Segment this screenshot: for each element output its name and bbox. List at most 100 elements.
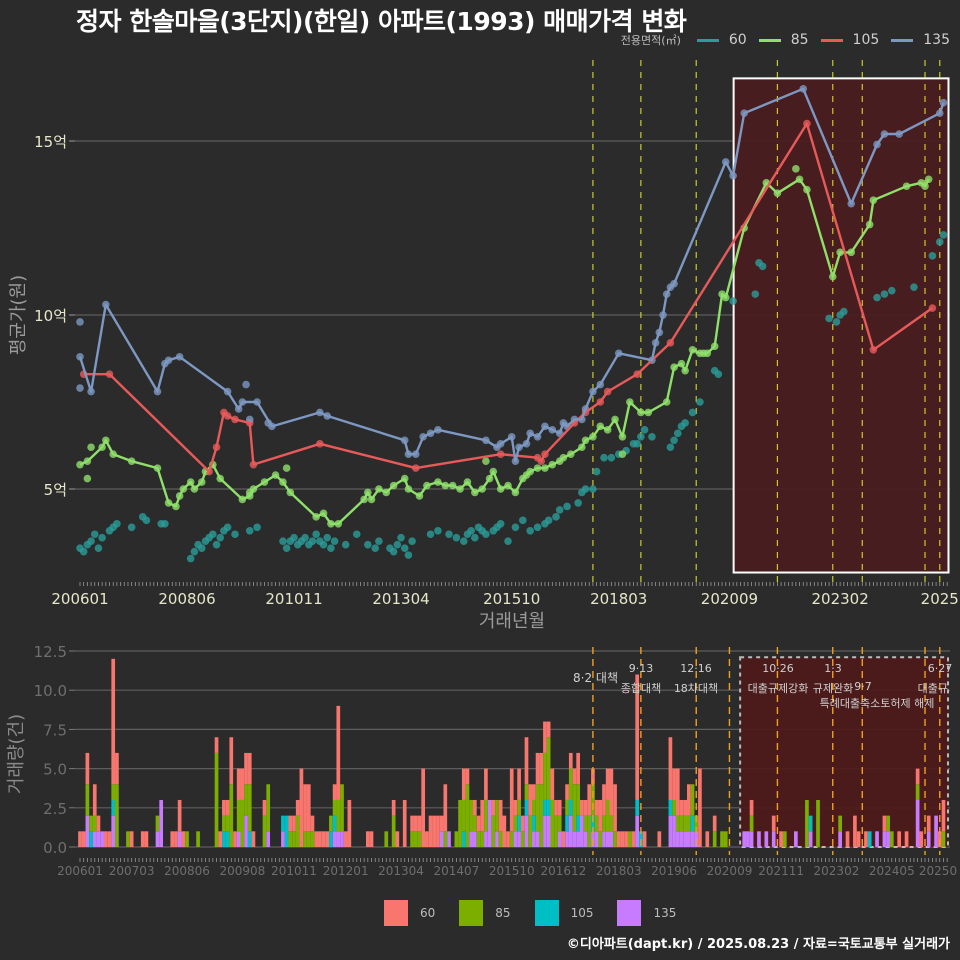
- volume-bar-60: [85, 752, 90, 785]
- volume-bar-60: [144, 831, 149, 847]
- data-point-60: [840, 307, 848, 316]
- volume-bar-85: [886, 815, 890, 832]
- data-point-60: [633, 439, 641, 448]
- volume-bar-85: [524, 784, 529, 800]
- data-point-60: [511, 523, 520, 532]
- annotation-label: 특례대출축소토허제 해제: [820, 696, 935, 710]
- data-point-60: [459, 537, 468, 545]
- volume-bar-85: [583, 815, 588, 832]
- legend-box-135: [617, 900, 642, 926]
- volume-bar-60: [598, 799, 603, 832]
- volume-bar-135: [524, 815, 529, 847]
- data-point-60: [223, 523, 232, 532]
- data-point-60: [648, 433, 656, 441]
- volume-bar-85: [229, 784, 234, 847]
- volume-bar-60: [461, 768, 466, 800]
- volume-bar-135: [602, 831, 606, 847]
- volume-bar-60: [528, 784, 533, 816]
- volume-bar-135: [495, 831, 499, 847]
- volume-bar-135: [487, 799, 492, 847]
- volume-bar-60: [845, 831, 850, 847]
- legend-box-60: [384, 900, 408, 926]
- volume-bar-105: [565, 815, 569, 832]
- volume-bar-105: [591, 815, 595, 832]
- volume-bar-85: [565, 799, 569, 816]
- chart-title: 정자 한솔마을(3단지)(한일) 아파트(1993) 매매가격 변화: [76, 7, 687, 36]
- data-point-60: [364, 540, 372, 549]
- data-point-60: [873, 293, 881, 302]
- data-point-135: [76, 352, 84, 361]
- volume-bar-85: [712, 831, 717, 847]
- volume-bar-60: [476, 815, 481, 832]
- volume-bar-135: [332, 831, 337, 847]
- data-point-60: [142, 516, 151, 525]
- volume-bar-60: [115, 752, 119, 785]
- volume-bar-60: [425, 831, 429, 847]
- data-point-60: [209, 530, 217, 539]
- data-point-85: [87, 443, 95, 452]
- volume-bar-60: [288, 815, 293, 832]
- legend-swatch-85: [758, 38, 781, 42]
- volume-bar-60: [177, 799, 182, 832]
- volume-bar-60: [484, 768, 488, 800]
- volume-bar-60: [436, 815, 440, 847]
- volume-bar-105: [690, 815, 695, 832]
- volume-bar-60: [609, 768, 614, 816]
- volume-bar-105: [517, 815, 521, 832]
- volume-bar-60: [864, 831, 868, 847]
- volume-bar-60: [602, 784, 606, 816]
- volume-bar-60: [443, 784, 448, 832]
- data-point-85: [618, 450, 627, 459]
- volume-bar-85: [838, 815, 842, 832]
- source-footer: ©디아파트(dapt.kr) / 2025.08.23 / 자료=국토교통부 실…: [566, 937, 950, 952]
- annotation-label: 대출규: [918, 682, 948, 695]
- volume-bar-85: [306, 831, 311, 847]
- main-y-tick-label: 15억: [34, 133, 67, 151]
- legend-bottom-label-85: 85: [495, 906, 511, 920]
- volume-bar-135: [439, 831, 444, 847]
- volume-bar-135: [679, 831, 684, 847]
- volume-bar-85: [295, 815, 300, 847]
- data-point-85: [482, 457, 490, 465]
- data-point-60: [279, 537, 287, 545]
- volume-bar-60: [513, 799, 518, 816]
- data-point-60: [445, 530, 453, 539]
- volume-bar-60: [904, 831, 909, 847]
- volume-bar-85: [576, 784, 580, 816]
- data-point-85: [83, 474, 92, 483]
- data-point-60: [758, 262, 767, 271]
- volume-bar-60: [318, 831, 322, 847]
- main-x-tick-label: 202009: [701, 590, 758, 608]
- volume-bar-85: [683, 815, 688, 832]
- volume-bar-85: [262, 815, 267, 847]
- volume-bar-135: [771, 831, 776, 847]
- volume-bar-60: [299, 768, 304, 847]
- volume-bar-105: [461, 831, 466, 847]
- volume-bar-60: [524, 737, 529, 785]
- data-point-60: [94, 544, 103, 552]
- data-point-60: [939, 231, 948, 239]
- volume-bar-85: [520, 831, 525, 847]
- data-point-60: [696, 398, 704, 406]
- data-point-85: [282, 464, 291, 472]
- volume-bar-60: [310, 815, 315, 832]
- volume-bar-85: [546, 737, 551, 800]
- data-point-60: [245, 526, 254, 535]
- volume-bar-60: [92, 784, 97, 816]
- volume-bar-60: [314, 831, 319, 847]
- volume-bar-135: [764, 831, 769, 847]
- volume-bar-85: [214, 752, 219, 847]
- data-point-60: [323, 533, 332, 542]
- volume-bar-135: [875, 831, 879, 847]
- data-point-60: [467, 526, 475, 535]
- volume-bar-60: [303, 784, 307, 832]
- volume-bar-105: [247, 831, 252, 847]
- volume-bar-85: [591, 784, 595, 816]
- volume-bar-60: [675, 768, 680, 816]
- volume-bar-135: [690, 831, 695, 847]
- volume-bar-85: [461, 799, 466, 832]
- main-x-tick-label: 201510: [483, 590, 540, 608]
- volume-bar-135: [838, 831, 842, 847]
- top-legend: 전용면적(㎡) 60 85 105 135: [621, 32, 950, 48]
